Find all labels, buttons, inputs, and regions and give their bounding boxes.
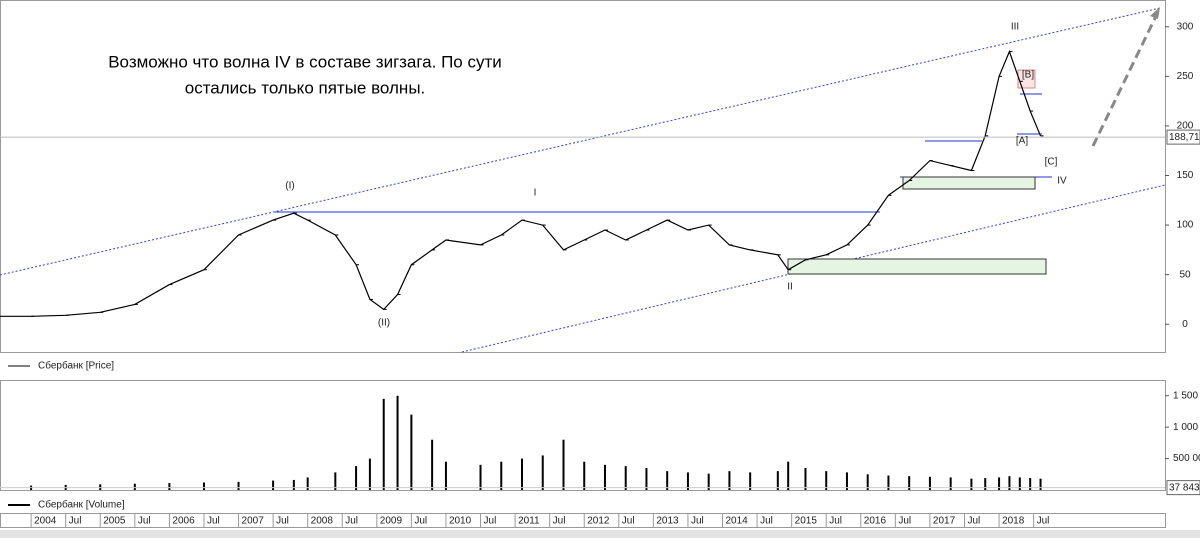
time-label: Jul (1037, 516, 1050, 527)
y-tick-label: 1 000 (1173, 422, 1198, 433)
wave-label: [B] (1022, 70, 1034, 81)
wave-label: IV (1057, 176, 1067, 187)
time-label: 2009 (380, 516, 403, 527)
annotation: Возможно что волна IV в составе зигзага.… (108, 52, 502, 71)
time-label: Jul (207, 516, 220, 527)
time-label: Jul (69, 516, 82, 527)
time-label: Jul (553, 516, 566, 527)
time-label: Jul (898, 516, 911, 527)
volume-panel (0, 380, 1166, 491)
y-tick-label: 200 (1177, 121, 1194, 132)
time-label: Jul (829, 516, 842, 527)
time-label: 2008 (311, 516, 334, 527)
last-value-badge (1166, 480, 1200, 496)
arrow-head (1150, 7, 1160, 19)
wave-label: [A] (1016, 136, 1028, 147)
time-label: 2014 (726, 516, 749, 527)
time-label: Jul (276, 516, 289, 527)
y-tick-label: 250 (1177, 71, 1194, 82)
time-label: Jul (622, 516, 635, 527)
time-label: Jul (345, 516, 358, 527)
y-tick-label: 50 (1179, 269, 1191, 280)
time-label: Jul (760, 516, 773, 527)
time-label: 2011 (518, 516, 540, 527)
wave-label: (II) (378, 318, 390, 329)
wave-label: (I) (285, 181, 294, 192)
time-label: 2012 (587, 516, 610, 527)
y-tick-label: 500 000 (1173, 453, 1200, 464)
time-label: 2018 (1002, 516, 1025, 527)
time-label: 2005 (103, 516, 126, 527)
wave-label: [C] (1045, 157, 1058, 168)
wave-label: I (534, 188, 537, 199)
last-value-label: 37 843 (1169, 482, 1200, 493)
y-tick-label: 150 (1177, 170, 1194, 181)
time-label: Jul (967, 516, 980, 527)
zone-box (902, 176, 1036, 190)
time-label: 2006 (172, 516, 195, 527)
legend-label: Сбербанк [Volume] (38, 499, 125, 511)
time-label: 2013 (656, 516, 679, 527)
time-label: Jul (691, 516, 704, 527)
time-axis (0, 513, 1166, 528)
y-tick-label: 1 500 (1173, 390, 1198, 401)
y-tick-label: 100 (1177, 220, 1194, 231)
time-label: 2017 (933, 516, 956, 527)
time-label: 2004 (34, 516, 57, 527)
time-label: Jul (414, 516, 427, 527)
zone-box (1017, 69, 1036, 89)
price-line (0, 49, 1042, 317)
price-panel (0, 0, 1166, 353)
wave-label: III (1011, 22, 1019, 33)
legend-label: Сбербанк [Price] (38, 360, 114, 372)
time-label: 2010 (449, 516, 472, 527)
last-value-badge (1166, 129, 1200, 145)
time-label: 2015 (795, 516, 818, 527)
wave-label: II (787, 282, 793, 293)
time-label: Jul (138, 516, 151, 527)
scrollbar[interactable] (0, 530, 1200, 538)
zone-box (787, 258, 1047, 275)
time-label: 2007 (242, 516, 265, 527)
last-value-label: 188,71 (1169, 132, 1200, 143)
annotation: остались только пятые волны. (185, 78, 426, 97)
y-tick-label: 0 (1182, 319, 1188, 330)
forecast-arrow (1091, 11, 1160, 147)
time-label: Jul (484, 516, 497, 527)
time-label: 2016 (864, 516, 887, 527)
y-tick-label: 300 (1177, 21, 1194, 32)
